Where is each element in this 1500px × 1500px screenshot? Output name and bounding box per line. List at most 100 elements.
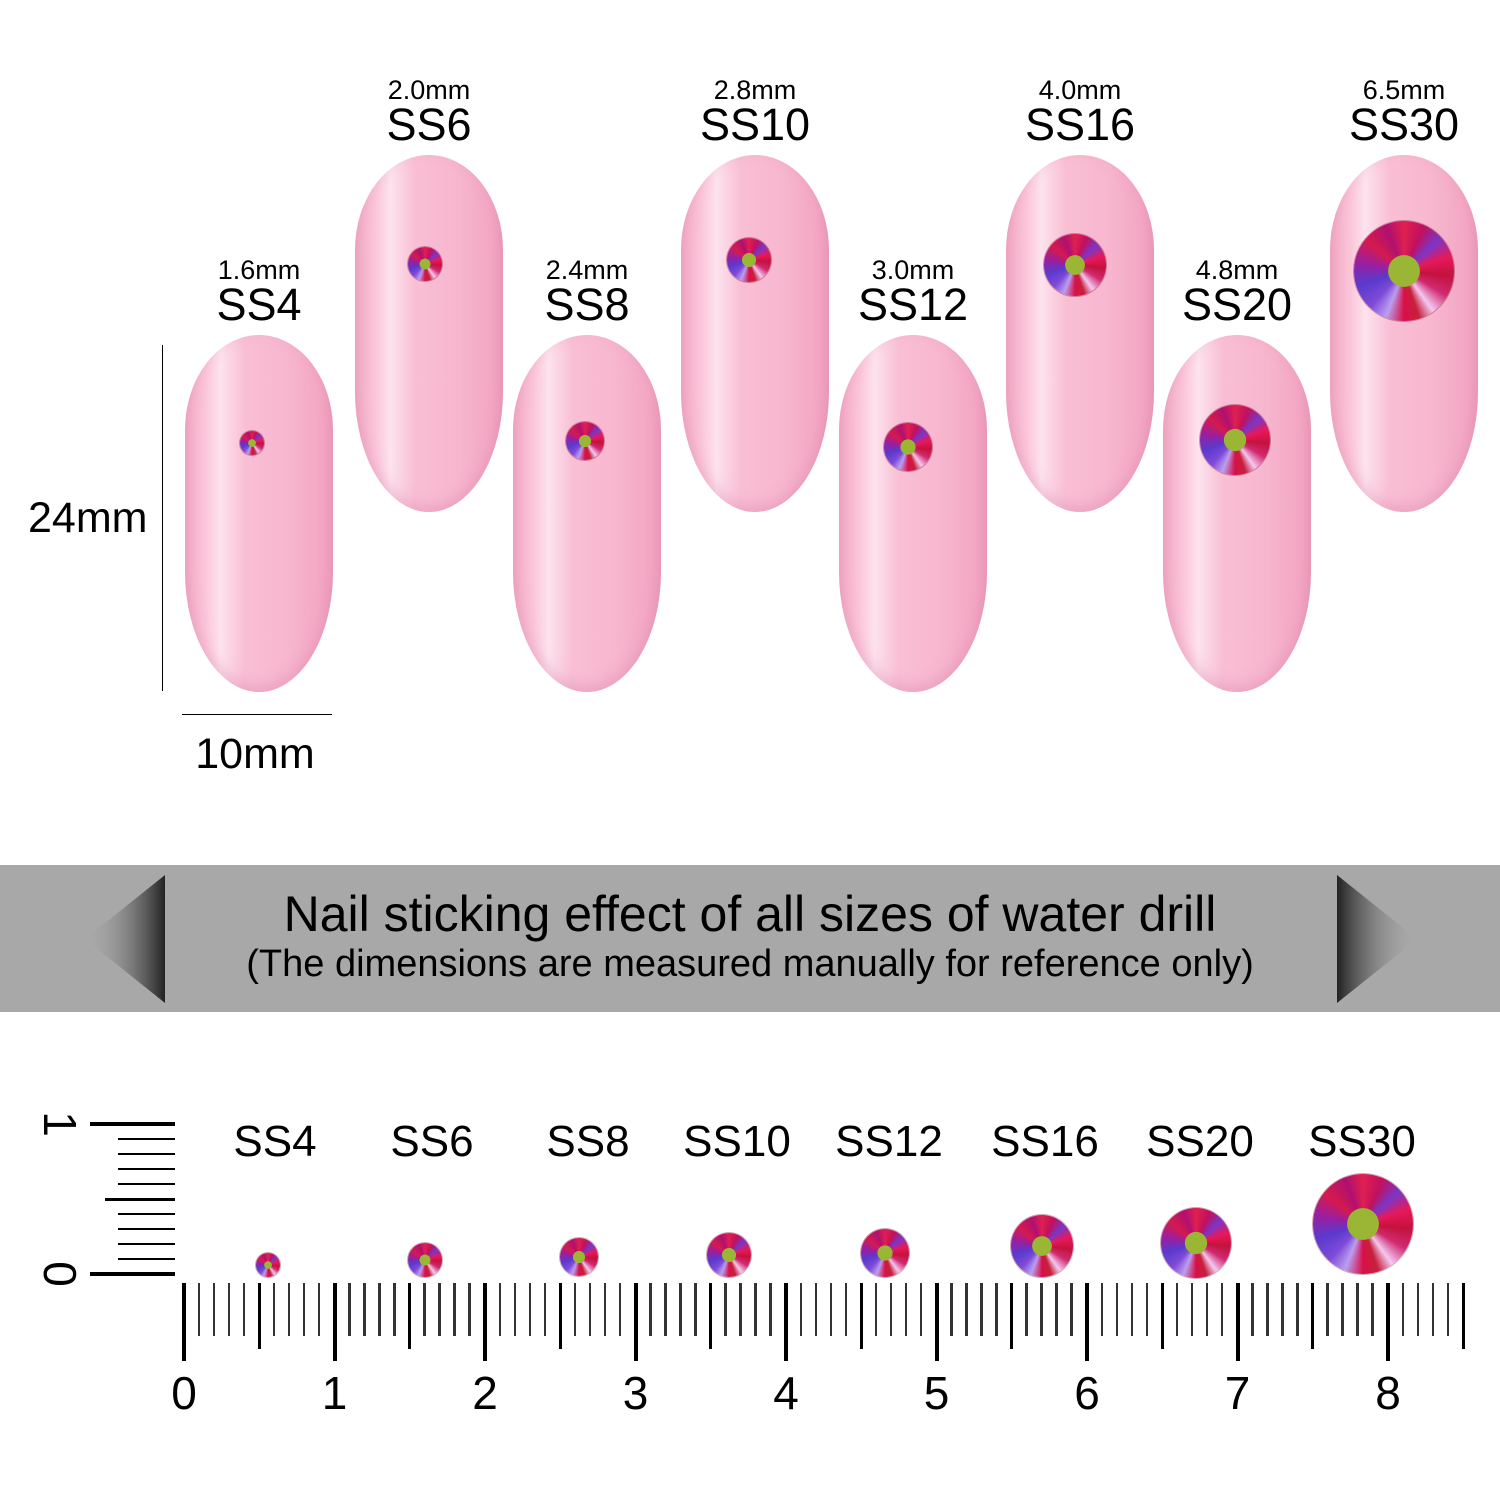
ruler-tick [573,1283,577,1336]
vertical-ruler-tick [90,1121,175,1126]
ruler-number: 5 [923,1367,950,1419]
ruler-tick [934,1283,939,1361]
ruler-size-label: SS6 [390,1117,474,1166]
rhinestone [884,423,932,471]
ruler-size-label: SS12 [835,1117,943,1166]
ruler-tick [633,1283,638,1361]
ruler-number: 7 [1224,1367,1251,1419]
width-dimension-label: 10mm [195,730,315,778]
stone-diameter-label: 2.4mm [545,255,629,285]
ruler-tick [1025,1283,1028,1336]
ruler-tick [1205,1283,1209,1336]
height-dimension-label: 24mm [28,494,148,542]
ruler-tick [317,1283,321,1336]
ruler-tick [1416,1283,1420,1336]
ruler-tick [919,1283,923,1336]
ruler-tick [965,1283,968,1336]
stone-diameter-label: 6.5mm [1362,75,1446,105]
ruler-tick [498,1283,502,1336]
ruler-tick [408,1283,412,1349]
rhinestone [408,247,442,281]
ruler-tick [1190,1283,1194,1336]
vertical-ruler-tick [118,1257,175,1260]
ruler-number: 8 [1375,1367,1401,1419]
ruler-tick [1401,1283,1405,1336]
nail [355,155,503,512]
ruler-tick [212,1283,216,1336]
ruler-tick [1296,1283,1299,1336]
ruler-tick [483,1283,487,1361]
ruler-tick [1386,1283,1390,1361]
rhinestone [1354,221,1454,321]
ruler-tick [1461,1283,1465,1349]
stone-size-label: SS8 [544,279,630,330]
rhinestone [1200,405,1270,475]
ruler-tick [242,1283,246,1336]
ruler-tick [453,1283,456,1336]
ruler-size-label: SS30 [1308,1117,1416,1166]
nail [681,155,829,512]
ruler-tick [423,1283,426,1336]
stone-size-label: SS20 [1181,279,1293,330]
ruler-tick [468,1283,471,1336]
ruler-tick [1220,1283,1224,1336]
ruler-tick [1160,1283,1164,1349]
ruler-tick [257,1283,261,1349]
ruler-tick [724,1283,727,1336]
rhinestone [727,238,771,282]
ruler-tick [363,1283,366,1336]
vertical-ruler-tick [118,1242,175,1245]
rhinestone [1313,1174,1413,1274]
ruler-tick [287,1283,291,1336]
vertical-ruler-tick [118,1227,175,1230]
ruler-tick [393,1283,396,1336]
stone-size-label: SS12 [857,279,969,330]
ruler-tick [874,1283,878,1336]
ruler-tick [1070,1283,1073,1336]
vertical-ruler-number: 1 [34,1110,86,1137]
ruler-tick [182,1283,186,1361]
stone-diameter-label: 1.6mm [217,255,301,285]
ruler-tick [558,1283,562,1349]
nail [1330,155,1478,512]
ruler-tick [1085,1283,1089,1361]
stone-diameter-label: 4.8mm [1195,255,1279,285]
ruler-tick [1040,1283,1043,1336]
vertical-ruler-tick [118,1137,175,1140]
ruler-tick [603,1283,607,1336]
ruler-tick [649,1283,652,1336]
width-dimension-line [182,714,332,715]
vertical-ruler-tick [118,1167,175,1170]
ruler-tick [1431,1283,1435,1336]
rhinestone [1161,1208,1231,1278]
stone-size-label: SS16 [1024,99,1136,150]
stone-diameter-label: 2.8mm [713,75,797,105]
rhinestone [408,1243,442,1277]
ruler-tick [889,1283,893,1336]
ruler-number: 6 [1074,1367,1100,1419]
ruler-tick [814,1283,818,1336]
ruler-number: 1 [321,1367,348,1419]
ruler-tick [1145,1283,1149,1336]
ruler-tick [1281,1283,1284,1336]
vertical-ruler-tick [118,1182,175,1185]
ruler-tick [1266,1283,1269,1336]
ruler-tick [227,1283,231,1336]
vertical-ruler-number: 0 [34,1261,86,1287]
rhinestone [560,1238,598,1276]
ruler-tick [332,1283,337,1361]
ruler-tick [995,1283,998,1336]
ruler-number: 3 [622,1367,649,1419]
nail [1163,335,1311,692]
stone-size-label: SS30 [1348,99,1460,150]
ruler-tick [1235,1283,1240,1361]
rhinestone [256,1253,280,1277]
stone-diameter-label: 4.0mm [1038,75,1122,105]
stone-diameter-label: 3.0mm [871,255,955,285]
vertical-ruler-tick [90,1272,175,1276]
ruler-tick [859,1283,863,1349]
ruler-tick [1010,1283,1014,1349]
info-banner: Nail sticking effect of all sizes of wat… [0,865,1500,1012]
ruler-tick [739,1283,742,1336]
ruler-tick [844,1283,848,1336]
